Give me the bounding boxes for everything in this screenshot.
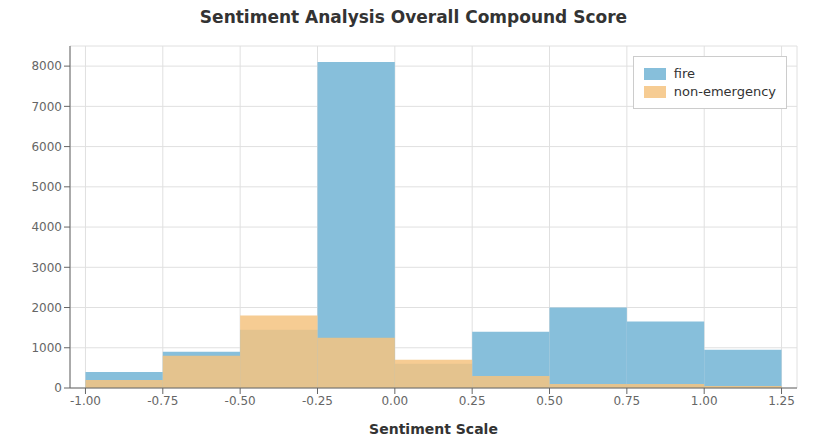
html-text:fire: fire (673, 66, 695, 81)
svg-text:2000: 2000 (31, 301, 62, 315)
svg-text:0.75: 0.75 (613, 394, 640, 408)
svg-text:0: 0 (54, 381, 62, 395)
svg-text:-1.00: -1.00 (70, 394, 101, 408)
svg-text:1.25: 1.25 (768, 394, 795, 408)
svg-text:1000: 1000 (31, 341, 62, 355)
svg-text:-0.25: -0.25 (302, 394, 333, 408)
svg-text:0.25: 0.25 (459, 394, 486, 408)
html-text:Sentiment Analysis Overall Com: Sentiment Analysis Overall Compound Scor… (199, 7, 628, 27)
svg-text:-0.75: -0.75 (147, 394, 178, 408)
svg-text:4000: 4000 (31, 220, 62, 234)
svg-text:0.00: 0.00 (381, 394, 408, 408)
svg-text:1.00: 1.00 (691, 394, 718, 408)
svg-text:6000: 6000 (31, 140, 62, 154)
svg-text:3000: 3000 (31, 261, 62, 275)
svg-text:5000: 5000 (31, 180, 62, 194)
svg-text:-0.50: -0.50 (225, 394, 256, 408)
svg-text:8000: 8000 (31, 59, 62, 73)
svg-text:7000: 7000 (31, 100, 62, 114)
html-text:non-emergency: non-emergency (673, 84, 776, 99)
svg-text:0.50: 0.50 (536, 394, 563, 408)
svg-text:Sentiment Scale: Sentiment Scale (369, 421, 498, 437)
